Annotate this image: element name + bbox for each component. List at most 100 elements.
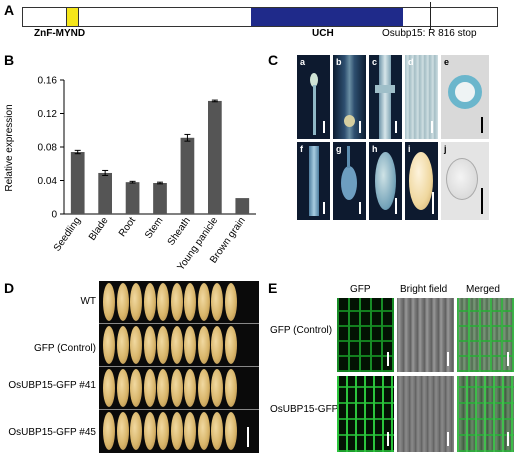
- uch-label: UCH: [312, 28, 334, 39]
- y-tick-label: 0.08: [38, 143, 58, 154]
- scale-bar: [432, 192, 434, 214]
- panel-c-letter: C: [268, 52, 279, 68]
- rice-grain: [103, 283, 115, 321]
- znf-mynd-label: ZnF-MYND: [34, 28, 86, 39]
- rice-grain: [184, 283, 196, 321]
- rice-grain: [211, 326, 223, 364]
- bar: [235, 198, 250, 214]
- grain-row-label-wt: WT: [80, 296, 96, 307]
- sub-label-a: a: [300, 57, 306, 67]
- rice-grain: [103, 369, 115, 407]
- photo-f-node: f: [297, 142, 330, 220]
- gfp-control-image: [337, 298, 394, 372]
- photo-a-seedling: a: [297, 55, 330, 139]
- photo-g-panicle: g: [333, 142, 366, 220]
- grain-photo-panel: [99, 281, 259, 453]
- sub-label-h: h: [372, 144, 378, 154]
- photo-h-spikelet: h: [369, 142, 402, 220]
- row-label-osubp15: OsUBP15-GFP: [270, 404, 339, 415]
- mutation-label: Osubp15: R 816 stop: [382, 28, 477, 39]
- rice-grain: [184, 412, 196, 450]
- rice-grain: [170, 283, 183, 321]
- y-tick-label: 0: [51, 210, 57, 221]
- rice-grain: [211, 412, 223, 450]
- rice-grain: [184, 326, 196, 364]
- rice-grain: [130, 369, 142, 407]
- sub-label-j: j: [444, 144, 447, 154]
- bar: [125, 182, 140, 214]
- rice-grain: [143, 369, 156, 407]
- photo-d-blade: d: [405, 55, 438, 139]
- rice-grain: [224, 369, 237, 407]
- scale-bar: [481, 117, 483, 133]
- rice-grain: [143, 412, 156, 450]
- rice-grain: [211, 283, 223, 321]
- rice-grain: [197, 412, 210, 450]
- rice-grain: [103, 326, 115, 364]
- scale-bar: [359, 202, 361, 214]
- y-tick-label: 0.04: [38, 176, 58, 187]
- scale-bar: [387, 352, 389, 366]
- sub-label-d: d: [408, 57, 414, 67]
- bar: [180, 137, 195, 214]
- rice-grain: [224, 326, 237, 364]
- grain-row-label-gfp: GFP (Control): [33, 343, 96, 354]
- rice-grain: [211, 369, 223, 407]
- expression-bar-chart: Relative expression 0 0.04 0.08 0.12 0.16 See…: [4, 76, 256, 272]
- x-tick-label: Stem: [143, 215, 165, 240]
- photo-e-section: e: [441, 55, 489, 139]
- rice-grain: [143, 283, 156, 321]
- rice-grain: [197, 326, 210, 364]
- y-tick-label: 0.16: [38, 76, 58, 87]
- sub-label-i: i: [408, 144, 411, 154]
- grain-row-label-45: OsUBP15-GFP #45: [8, 427, 96, 438]
- rice-grain: [170, 326, 183, 364]
- row-label-control: GFP (Control): [270, 325, 333, 336]
- scale-bar: [359, 121, 361, 133]
- scale-bar: [447, 352, 449, 366]
- panel-a-letter: A: [4, 2, 15, 18]
- photo-i-grain: i: [405, 142, 438, 220]
- photo-j-endosperm: j: [441, 142, 489, 220]
- rice-grain: [116, 283, 129, 321]
- x-tick-label: Seedling: [52, 215, 83, 253]
- merged-osubp15-image: [457, 376, 514, 452]
- rice-grain: [170, 412, 183, 450]
- rice-grain: [170, 369, 183, 407]
- sub-label-e: e: [444, 57, 450, 67]
- panel-d-letter: D: [4, 280, 15, 296]
- bar: [98, 172, 112, 214]
- scale-bar: [395, 121, 397, 133]
- bright-control-image: [397, 298, 454, 372]
- rice-grain: [224, 283, 237, 321]
- panel-b-letter: B: [4, 52, 15, 68]
- rice-grain: [224, 412, 237, 450]
- mutation-marker: [430, 2, 431, 30]
- sub-label-f: f: [300, 144, 303, 154]
- gfp-osubp15-image: [337, 376, 394, 452]
- rice-grain: [157, 283, 169, 321]
- rice-grain: [130, 326, 142, 364]
- grain-row-label-41: OsUBP15-GFP #41: [8, 380, 96, 391]
- uch-domain: [251, 8, 403, 26]
- scale-bar: [507, 352, 509, 366]
- col-label-bright: Bright field: [400, 284, 448, 295]
- col-label-merged: Merged: [466, 284, 500, 295]
- merged-control-image: [457, 298, 514, 372]
- bar: [208, 100, 222, 214]
- y-tick-label: 0.12: [38, 109, 58, 120]
- rice-grain: [116, 326, 129, 364]
- znf-mynd-domain: [66, 8, 79, 26]
- rice-grain: [157, 326, 169, 364]
- scale-bar: [431, 121, 433, 133]
- sub-label-c: c: [372, 57, 378, 67]
- col-label-gfp: GFP: [350, 284, 371, 295]
- rice-grain: [103, 412, 115, 450]
- rice-grain: [130, 412, 142, 450]
- protein-domain-bar: [22, 7, 498, 27]
- rice-grain: [184, 369, 196, 407]
- x-tick-label: Blade: [87, 215, 111, 243]
- scale-bar: [447, 432, 449, 446]
- sub-label-g: g: [336, 144, 342, 154]
- sub-label-b: b: [336, 57, 342, 67]
